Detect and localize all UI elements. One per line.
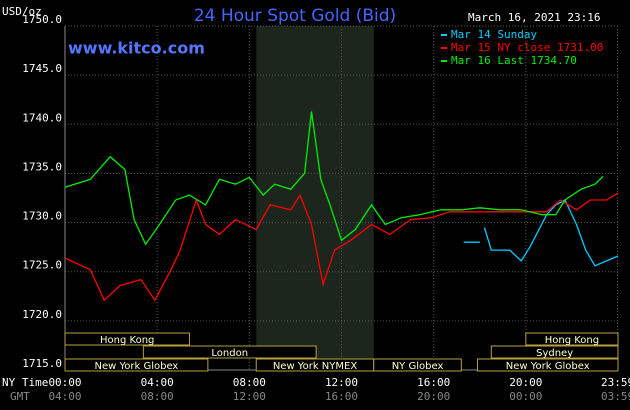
- session-label: New York Globex: [94, 361, 178, 372]
- y-tick-label: 1750.0: [22, 13, 62, 26]
- legend-label: Mar 15 NY close 1731.00: [451, 41, 603, 54]
- session-label: New York NYMEX: [273, 361, 358, 372]
- x-tick-label: 20:00: [509, 376, 542, 389]
- series-line: [463, 199, 619, 267]
- session-box: [525, 332, 619, 346]
- y-tick-label: 1715.0: [22, 357, 62, 370]
- gmt-tick-label: 04:00: [48, 390, 81, 403]
- timestamp: March 16, 2021 23:16: [468, 11, 600, 24]
- legend-label: Mar 16 Last 1734.70: [451, 54, 577, 67]
- x-tick-label: 00:00: [48, 376, 81, 389]
- site-url: www.kitco.com: [68, 39, 205, 58]
- y-tick-label: 1725.0: [22, 259, 62, 272]
- session-box: [490, 345, 619, 359]
- chart-title: 24 Hour Spot Gold (Bid): [194, 6, 396, 26]
- x-row-label: NY Time: [2, 376, 48, 389]
- x-tick-label: 23:59: [601, 376, 630, 389]
- x-tick-label: 04:00: [141, 376, 174, 389]
- session-box: [476, 358, 619, 372]
- session-box: [64, 332, 190, 346]
- session-label: London: [211, 348, 248, 359]
- gmt-tick-label: 16:00: [325, 390, 358, 403]
- gmt-tick-label: 20:00: [417, 390, 450, 403]
- y-tick-label: 1735.0: [22, 160, 62, 173]
- session-box: [64, 358, 209, 372]
- y-tick-label: 1740.0: [22, 111, 62, 124]
- session-box: [373, 358, 462, 372]
- plot-background: [256, 26, 374, 370]
- session-box: [142, 345, 317, 359]
- y-tick-label: 1730.0: [22, 210, 62, 223]
- session-label: Hong Kong: [100, 335, 154, 346]
- session-label: NY Globex: [392, 361, 444, 372]
- x-tick-label: 12:00: [325, 376, 358, 389]
- series-line: [64, 192, 619, 302]
- x-tick-label: 16:00: [417, 376, 450, 389]
- session-shade: [256, 26, 374, 370]
- session-label: Sydney: [536, 348, 573, 359]
- legend-label: Mar 14 Sunday: [451, 28, 537, 41]
- x-tick-label: 08:00: [233, 376, 266, 389]
- x2-row-label: GMT: [10, 390, 30, 403]
- gmt-tick-label: 12:00: [233, 390, 266, 403]
- y-axis-label: USD/oz: [2, 5, 42, 18]
- session-label: New York Globex: [506, 361, 590, 372]
- y-tick-label: 1720.0: [22, 308, 62, 321]
- gmt-tick-label: 00:00: [509, 390, 542, 403]
- gmt-tick-label: 08:00: [141, 390, 174, 403]
- gmt-tick-label: 03:59: [601, 390, 630, 403]
- series-line: [64, 111, 604, 246]
- y-tick-label: 1745.0: [22, 62, 62, 75]
- session-label: Hong Kong: [545, 335, 599, 346]
